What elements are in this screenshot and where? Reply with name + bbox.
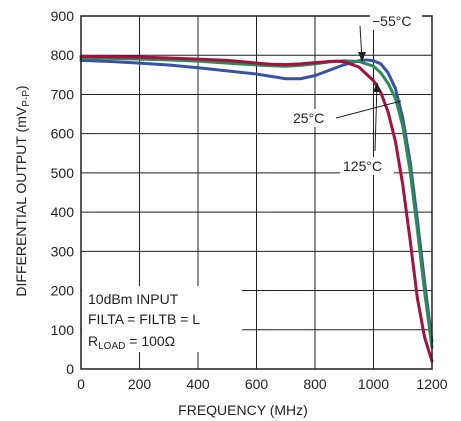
leader-25 bbox=[335, 100, 402, 119]
y-axis-label: DIFFERENTIAL OUTPUT (mVP-P) bbox=[13, 85, 32, 296]
cond-rload: RLOAD = 100Ω bbox=[88, 333, 175, 352]
x-axis-label: FREQUENCY (MHz) bbox=[178, 402, 308, 418]
y-tick-label-800: 800 bbox=[51, 47, 75, 63]
plot-frame bbox=[80, 15, 433, 370]
y-tick-label-900: 900 bbox=[51, 8, 75, 24]
tick-labels: 0 100 200 300 400 500 600 700 800 900 0 200 400 600 80… bbox=[51, 8, 448, 392]
label-125: 125°C bbox=[343, 158, 382, 174]
y-axis-label-close: ) bbox=[13, 85, 29, 90]
x-tick-label-1200: 1200 bbox=[416, 376, 447, 392]
y-tick-label-400: 400 bbox=[51, 204, 75, 220]
cond-filt: FILTA = FILTB = L bbox=[88, 311, 200, 327]
y-tick-label-700: 700 bbox=[51, 86, 75, 102]
series-line-125 bbox=[79, 54, 434, 363]
y-tick-label-0: 0 bbox=[66, 361, 74, 377]
x-tick-label-200: 200 bbox=[128, 376, 152, 392]
label-25: 25°C bbox=[293, 110, 324, 126]
cond-input: 10dBm INPUT bbox=[88, 291, 179, 307]
y-axis-label-sub: P-P bbox=[21, 90, 32, 107]
label-bg-m55 bbox=[370, 12, 422, 30]
x-tick-label-1000: 1000 bbox=[358, 376, 389, 392]
arrowhead-m55 bbox=[358, 52, 366, 62]
cond-rload-sub: LOAD bbox=[98, 341, 125, 352]
x-tick-label-400: 400 bbox=[186, 376, 210, 392]
y-tick-label-500: 500 bbox=[51, 165, 75, 181]
label-bg-125 bbox=[340, 157, 394, 175]
x-tick-label-600: 600 bbox=[245, 376, 269, 392]
plot-border bbox=[80, 15, 433, 370]
y-axis-label-main: DIFFERENTIAL OUTPUT (mV bbox=[13, 106, 29, 296]
cond-rload-val: = 100Ω bbox=[125, 333, 175, 349]
cond-rload-main: R bbox=[88, 333, 98, 349]
leader-125 bbox=[374, 83, 378, 152]
y-tick-label-600: 600 bbox=[51, 126, 75, 142]
label-bg-25 bbox=[291, 109, 335, 127]
series-lines bbox=[79, 54, 434, 363]
arrowhead-125 bbox=[373, 82, 381, 92]
y-tick-label-100: 100 bbox=[51, 322, 75, 338]
y-tick-label-300: 300 bbox=[51, 243, 75, 259]
label-m55: −55°C bbox=[372, 13, 411, 29]
conditions-bg bbox=[82, 286, 242, 352]
x-tick-label-0: 0 bbox=[77, 376, 85, 392]
y-tick-label-200: 200 bbox=[51, 283, 75, 299]
x-tick-label-800: 800 bbox=[303, 376, 327, 392]
